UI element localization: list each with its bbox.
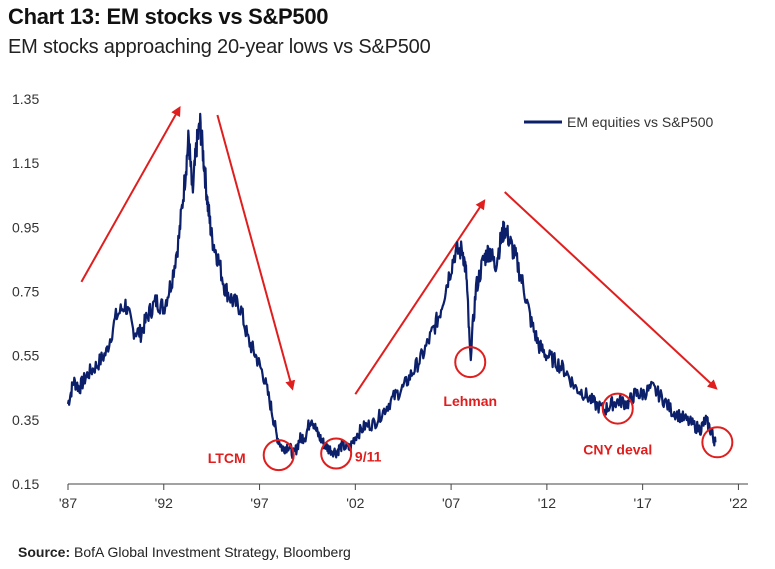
annotation-label: 9/11	[355, 449, 382, 465]
chart-title: Chart 13: EM stocks vs S&P500	[8, 4, 329, 29]
y-tick-label: 0.95	[12, 219, 39, 235]
annotations: LTCM 9/11 Lehman CNY deval	[208, 346, 734, 472]
annotation-circle	[262, 439, 295, 472]
source-label: Source:	[18, 544, 71, 560]
chart-subtitle: EM stocks approaching 20-year lows vs S&…	[8, 36, 431, 58]
y-tick-label: 0.55	[12, 348, 39, 364]
x-tick-label: '22	[729, 495, 747, 511]
annotation-circle	[601, 392, 634, 425]
x-tick-label: '17	[634, 495, 652, 511]
series-line	[66, 112, 717, 460]
x-tick-label: '87	[59, 495, 77, 511]
source-text: BofA Global Investment Strategy, Bloombe…	[74, 544, 351, 560]
annotation-label: Lehman	[443, 393, 497, 409]
x-tick-label: '92	[155, 495, 173, 511]
annotation-label: CNY deval	[583, 442, 652, 458]
trend-arrow	[216, 114, 296, 391]
x-tick-label: '07	[442, 495, 460, 511]
y-tick-label: 0.15	[12, 476, 39, 492]
annotation-circle	[701, 426, 734, 459]
y-tick-label: 0.75	[12, 284, 39, 300]
annotation-circle	[454, 346, 487, 379]
legend: EM equities vs S&P500	[524, 114, 714, 130]
y-tick-label: 1.15	[12, 155, 39, 171]
legend-label: EM equities vs S&P500	[567, 114, 714, 130]
trend-arrow	[504, 191, 718, 390]
source-note: Source: BofA Global Investment Strategy,…	[18, 544, 351, 560]
y-tick-label: 0.35	[12, 412, 39, 428]
annotation-circle	[320, 437, 353, 470]
trend-arrows	[80, 106, 718, 395]
x-tick-label: '97	[250, 495, 268, 511]
y-axis: 1.35 1.15 0.95 0.75 0.55 0.35 0.15	[12, 91, 39, 492]
series-group	[66, 112, 717, 460]
x-tick-label: '12	[538, 495, 556, 511]
y-tick-label: 1.35	[12, 91, 39, 107]
x-tick-label: '02	[346, 495, 364, 511]
annotation-label: LTCM	[208, 450, 246, 466]
trend-arrow	[354, 199, 486, 395]
x-axis: '87 '92 '97 '02 '07 '12 '17 '22	[59, 483, 748, 511]
trend-arrow	[80, 106, 181, 283]
